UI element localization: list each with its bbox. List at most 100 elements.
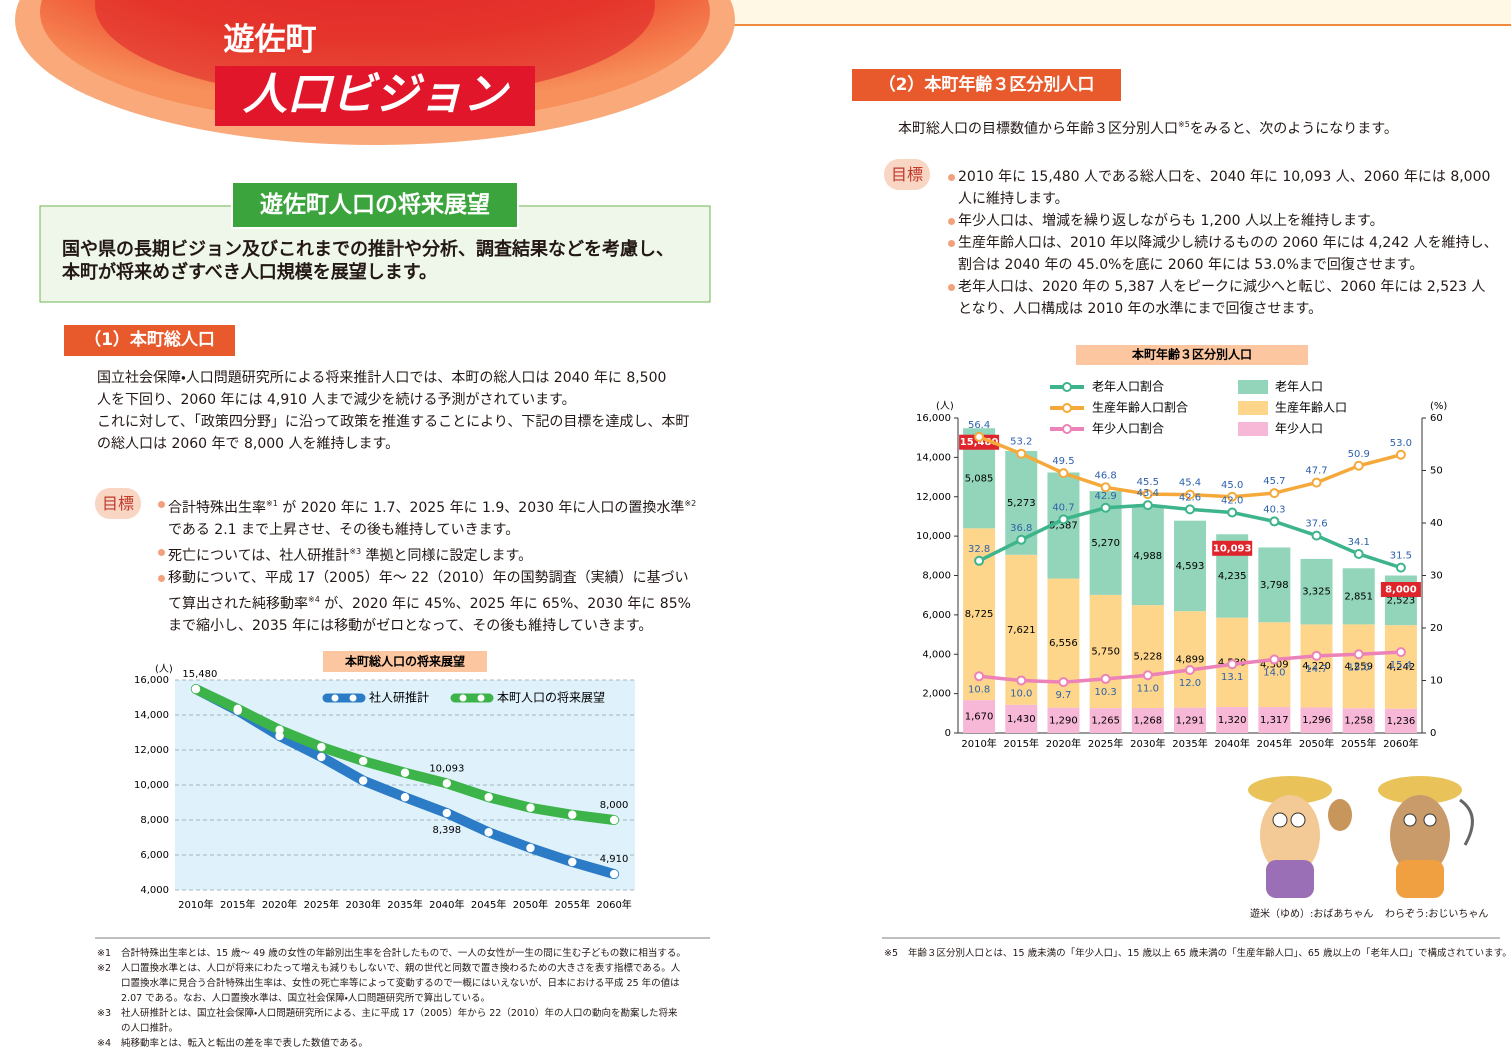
y-tick-label: 14,000 bbox=[916, 452, 951, 463]
footnote-line: 口置換水準に見合う合計特殊出生率は、女性の死亡率等によって変動するので一概にはい… bbox=[121, 978, 680, 989]
chart-title-box bbox=[323, 651, 487, 672]
data-label: 45.0 bbox=[1221, 480, 1243, 491]
goal-line: 人に維持します。 bbox=[958, 188, 1498, 210]
x-tick-label: 2050年 bbox=[1299, 737, 1334, 750]
point bbox=[317, 752, 326, 762]
footnote-line: 合計特殊出生率とは、15 歳～ 49 歳の女性の年齢別出生率を合計したもので、一… bbox=[121, 948, 686, 959]
goal-line: 年少人口は、増減を繰り返しながらも 1,200 人以上を維持します。 bbox=[948, 210, 1498, 232]
text-segment: 人に維持します。 bbox=[958, 191, 1069, 207]
goal-line: 合計特殊出生率※1 が 2020 年に 1.7、2025 年に 1.9、2030… bbox=[157, 493, 697, 519]
legend-label: 年少人口 bbox=[1275, 422, 1323, 436]
data-label: 4,235 bbox=[1218, 571, 1247, 582]
data-label: 5,750 bbox=[1091, 646, 1120, 657]
data-label: 15,480 bbox=[182, 669, 217, 680]
goal-line: 老年人口は、2020 年の 5,387 人をピークに減少へと転じ、2060 年に… bbox=[948, 276, 1498, 298]
data-label: 3,325 bbox=[1302, 587, 1331, 598]
legend-label: 年少人口割合 bbox=[1092, 422, 1164, 436]
point bbox=[1100, 673, 1111, 684]
point bbox=[317, 742, 326, 752]
data-label: 4,988 bbox=[1133, 551, 1162, 562]
goal-line: 2010 年に 15,480 人である総人口を、2040 年に 10,093 人… bbox=[948, 166, 1498, 188]
point bbox=[568, 810, 577, 819]
data-label: 32.8 bbox=[968, 544, 990, 555]
bar-segment bbox=[1089, 594, 1122, 709]
total-label: 10,093 bbox=[1213, 543, 1252, 554]
x-tick-label: 2040年 bbox=[1214, 737, 1249, 750]
point bbox=[1058, 468, 1069, 479]
data-label: 10.8 bbox=[968, 684, 990, 695]
chart-title: 本町年齢３区分別人口 bbox=[1131, 347, 1252, 362]
x-tick-label: 2010年 bbox=[961, 737, 996, 750]
point bbox=[1016, 675, 1027, 686]
outlook-text: 国や県の長期ビジョン及びこれまでの推計や分析、調査結果などを考慮し、 本町が将来め… bbox=[62, 238, 674, 284]
legend-dot bbox=[1062, 403, 1072, 413]
x-tick-label: 2060年 bbox=[1383, 737, 1418, 750]
data-label: 4,259 bbox=[1344, 661, 1373, 672]
superscript: ※2 bbox=[684, 499, 697, 508]
data-label: 4,242 bbox=[1387, 662, 1416, 673]
data-label: 53.0 bbox=[1390, 438, 1412, 449]
text-segment: 人を下回り、2060 年には 4,910 人まで減少を続ける予測がされています。 bbox=[97, 392, 576, 408]
point bbox=[1142, 489, 1153, 500]
legend-label: 本町人口の将来展望 bbox=[497, 691, 605, 705]
point bbox=[1227, 507, 1238, 518]
goal-line: となり、人口構成は 2010 年の水準にまで回復させます。 bbox=[958, 298, 1498, 320]
goal-list: 2010 年に 15,480 人である総人口を、2040 年に 10,093 人… bbox=[948, 166, 1498, 320]
bar-segment bbox=[1258, 707, 1291, 733]
chart-title-box bbox=[1076, 345, 1308, 365]
data-label: 1,291 bbox=[1176, 715, 1205, 726]
x-tick-label: 2025年 bbox=[304, 898, 339, 911]
x-tick-label: 2045年 bbox=[471, 898, 506, 911]
text-segment: 2010 年に 15,480 人である総人口を、2040 年に 10,093 人… bbox=[958, 169, 1491, 185]
bar-segment bbox=[1258, 622, 1291, 708]
point bbox=[442, 779, 452, 788]
y2-tick-label: 20 bbox=[1430, 623, 1443, 634]
data-label: 56.4 bbox=[968, 420, 990, 431]
x-tick-label: 2050年 bbox=[513, 898, 548, 911]
data-label: 11.0 bbox=[1137, 683, 1159, 694]
legend-label: 老年人口割合 bbox=[1092, 380, 1164, 394]
data-label: 4,309 bbox=[1260, 660, 1289, 671]
point bbox=[568, 857, 577, 867]
data-label: 8,398 bbox=[432, 825, 461, 836]
point bbox=[1269, 488, 1280, 499]
text-segment: 年少人口は、増減を繰り返しながらも 1,200 人以上を維持します。 bbox=[958, 213, 1384, 229]
point bbox=[400, 793, 410, 802]
footnote-line: 2.07 である。なお、人口置換水準は、国立社会保障・人口問題研究所で算出してい… bbox=[121, 993, 491, 1004]
total-label-box bbox=[959, 434, 1000, 450]
y-tick-label: 6,000 bbox=[140, 850, 169, 861]
legend-dot bbox=[1062, 382, 1072, 392]
footnote-line: 年齢３区分別人口とは、15 歳未満の「年少人口」、15 歳以上 65 歳未満の「… bbox=[908, 948, 1511, 959]
title-box bbox=[215, 66, 535, 126]
point bbox=[275, 725, 284, 735]
title-line1: 遊佐町 bbox=[223, 22, 317, 58]
goal-item: 年少人口は、増減を繰り返しながらも 1,200 人以上を維持します。 bbox=[948, 210, 1498, 232]
x-tick-label: 2025年 bbox=[1088, 737, 1123, 750]
superscript: ※1 bbox=[266, 499, 278, 508]
text-segment: 本町総人口の目標数値から年齢３区分別人口 bbox=[898, 121, 1178, 137]
y2-tick-label: 60 bbox=[1430, 413, 1443, 424]
footnote: ※5 年齢３区分別人口とは、15 歳未満の「年少人口」、15 歳以上 65 歳未満… bbox=[884, 946, 1511, 961]
section-heading-box bbox=[852, 69, 1121, 101]
text-segment: これに対して、「政策四分野」に沿って政策を推進することにより、下記の目標を達成し… bbox=[97, 414, 690, 430]
data-label: 42.6 bbox=[1179, 492, 1201, 503]
section-heading: （1）本町総人口 bbox=[84, 330, 215, 350]
footnote-line: 社人研推計とは、国立社会保障・人口問題研究所による、主に平成 17（2005）年… bbox=[121, 1008, 678, 1019]
text-segment: の総人口は 2060 年で 8,000 人を維持します。 bbox=[97, 436, 400, 452]
text-line: 国立社会保障・人口問題研究所による将来推計人口では、本町の総人口は 2040 年… bbox=[97, 367, 689, 389]
total-label-box bbox=[1380, 582, 1421, 597]
title-line2: 人口ビジョン bbox=[243, 69, 507, 120]
y2-tick-label: 0 bbox=[1430, 728, 1436, 739]
text-line: これに対して、「政策四分野」に沿って政策を推進することにより、下記の目標を達成し… bbox=[97, 411, 689, 433]
data-label: 36.8 bbox=[1010, 523, 1032, 534]
data-label: 34.1 bbox=[1348, 537, 1370, 548]
footnote-line: 純移動率とは、転入と転出の差を率で表した数値である。 bbox=[121, 1038, 368, 1049]
point bbox=[1185, 489, 1195, 500]
goal-item: 生産年齢人口は、2010 年以降減少し続けるものの 2060 年には 4,242… bbox=[948, 232, 1498, 276]
data-label: 4,899 bbox=[1176, 654, 1205, 665]
goal-line: て算出された純移動率※4 が、2020 年に 45%、2025 年に 65%、2… bbox=[168, 589, 696, 615]
text-segment: 合計特殊出生率 bbox=[168, 500, 266, 516]
data-label: 1,296 bbox=[1302, 715, 1331, 726]
y-tick-label: 2,000 bbox=[922, 689, 951, 700]
